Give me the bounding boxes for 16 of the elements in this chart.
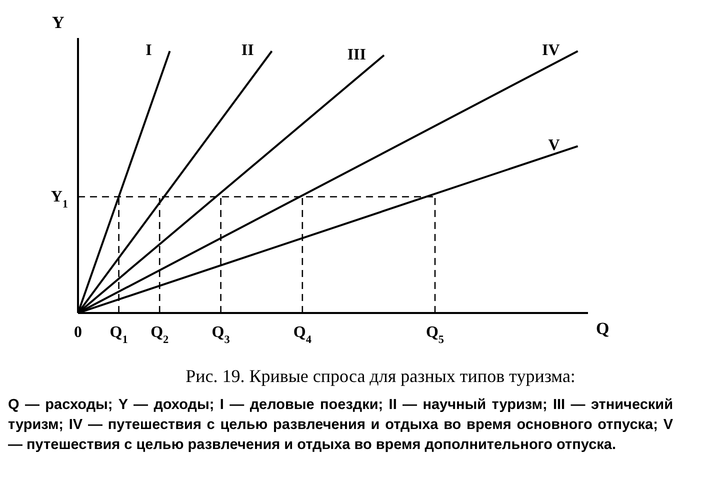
series-label: V xyxy=(548,137,560,154)
series-label: Y$_{1}$ xyxy=(50,188,68,211)
x-axis-title: Q xyxy=(596,319,610,338)
series-label: IV xyxy=(542,42,560,60)
series-label: I xyxy=(146,42,152,60)
text: Q — расходы; Y — доходы; I — деловые поездки; II — научный туризм; III — этнический туризм; IV — путешествия с целью развлечения и отдыха во время основного отпуска; V — путешествия с целью развлечения и отдыха во время дополнительного отпуска. xyxy=(8,396,673,455)
x-tick-label: Q$_{5}$ xyxy=(426,324,444,346)
x-tick-label: Q$_{1}$ xyxy=(110,324,128,346)
x-tick-label: 0 xyxy=(74,324,82,341)
series-label: III xyxy=(347,46,366,64)
x-tick-label: Q$_{3}$ xyxy=(212,324,230,346)
y-axis-title: Y xyxy=(52,13,64,32)
x-tick-label: Q$_{2}$ xyxy=(150,324,170,346)
series-label: II xyxy=(241,42,254,60)
x-tick-label: Q$_{4}$ xyxy=(293,324,312,346)
text: Рис. 19. Кривые спроса для разных типов туризма: xyxy=(184,366,576,387)
